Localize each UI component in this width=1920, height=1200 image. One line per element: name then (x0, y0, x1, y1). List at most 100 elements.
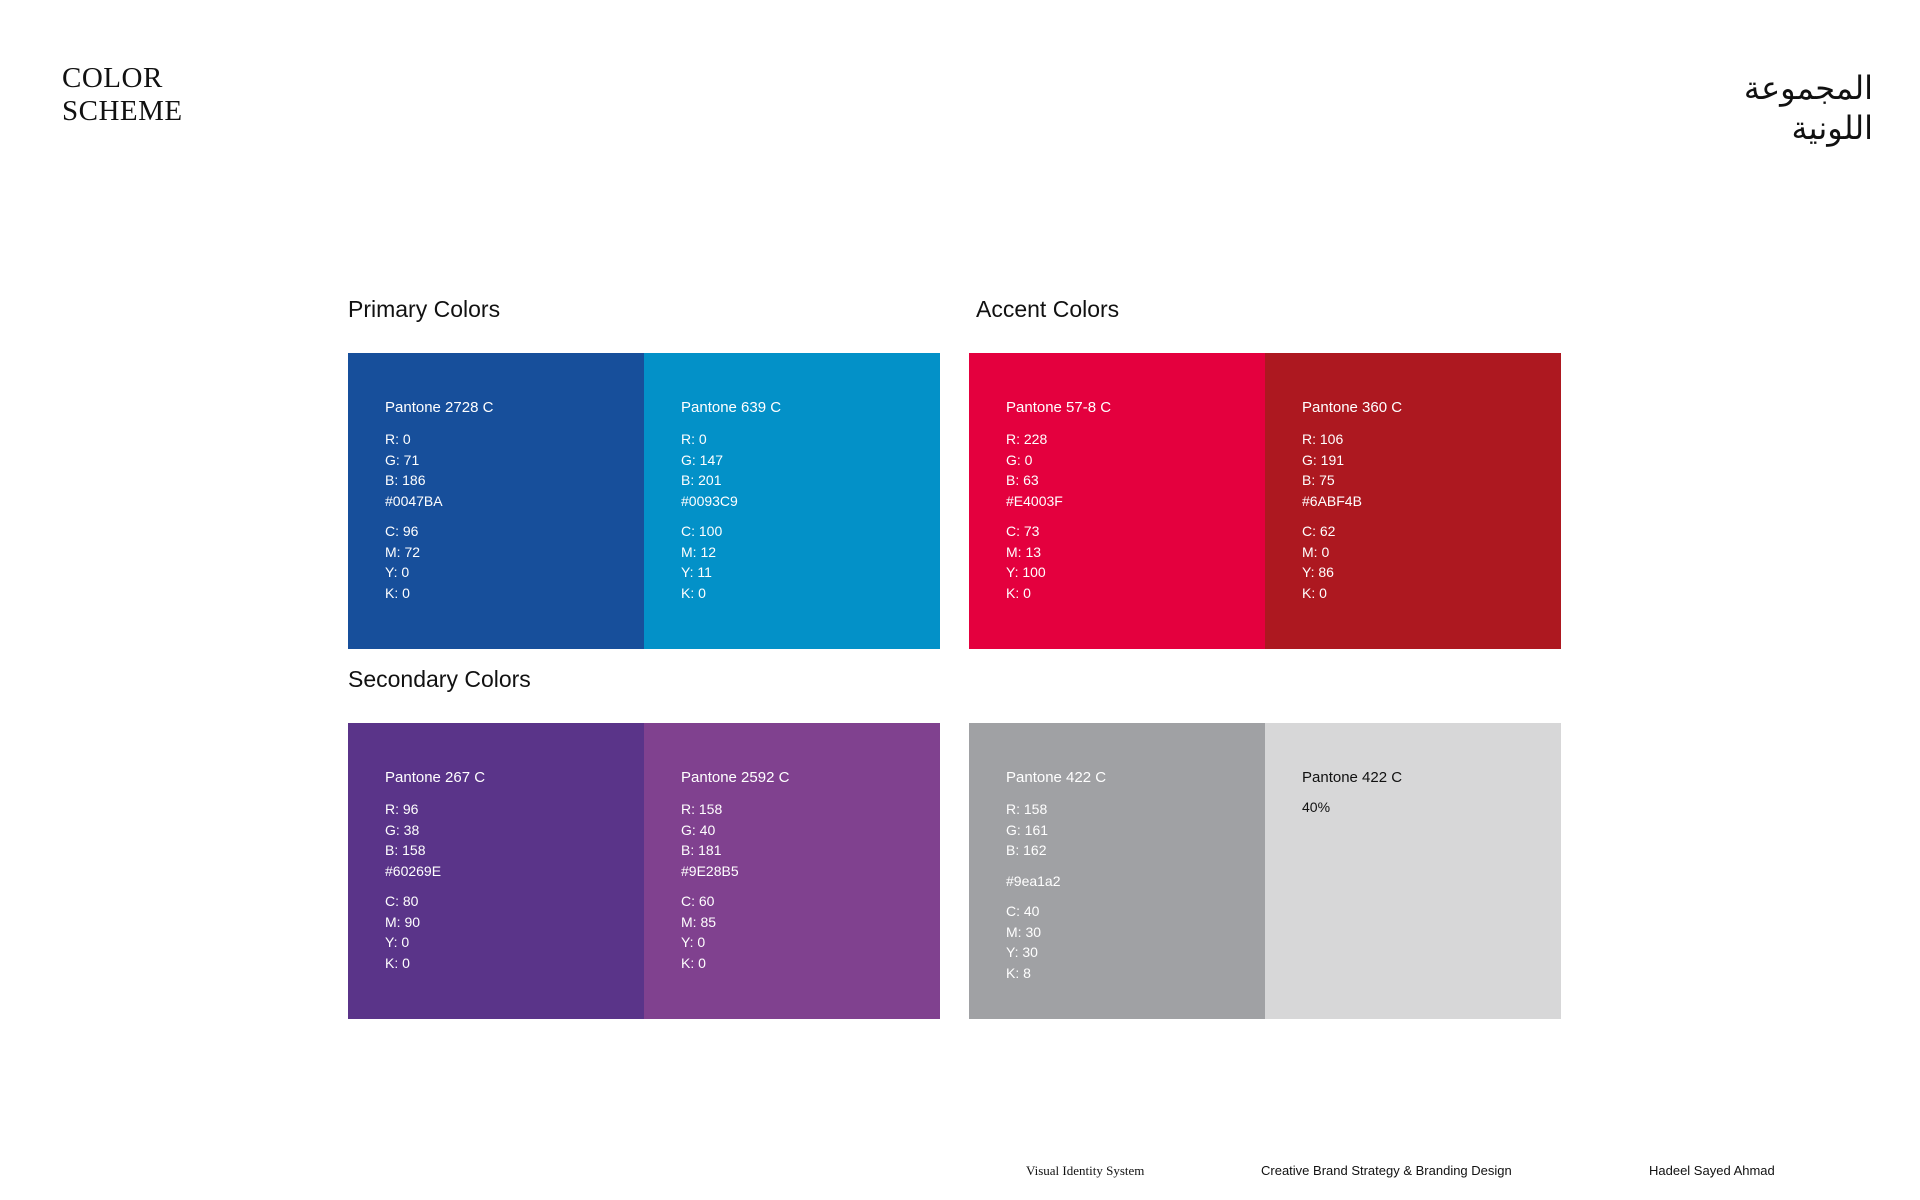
magenta-value: M: 30 (1006, 923, 1042, 940)
swatch-name: Pantone 2592 C (681, 769, 790, 786)
red-value: R: 228 (1006, 431, 1048, 447)
swatch-name: Pantone 57-8 C (1006, 399, 1112, 416)
secondary-palette: Pantone 267 C R: 96 G: 38 B: 158 #60269E… (348, 723, 940, 1019)
rgb-values: R: 0 G: 147 B: 201 #0093C9 (681, 429, 940, 511)
blue-value: B: 201 (681, 472, 722, 488)
cmyk-values: C: 40 M: 30 Y: 30 K: 8 (1006, 901, 1265, 983)
blue-value: B: 162 (1006, 842, 1047, 858)
swatch-pantone-57-8c: Pantone 57-8 C R: 228 G: 0 B: 63 #E4003F… (969, 353, 1265, 649)
swatch-pantone-639c: Pantone 639 C R: 0 G: 147 B: 201 #0093C9… (644, 353, 940, 649)
swatch-name: Pantone 639 C (681, 399, 782, 416)
accent-colors-heading: Accent Colors (976, 296, 1120, 322)
arabic-title-line1: المجموعة (1743, 69, 1873, 107)
magenta-value: M: 72 (385, 543, 421, 560)
cmyk-values: C: 62 M: 0 Y: 86 K: 0 (1302, 521, 1561, 603)
blue-value: B: 158 (385, 842, 426, 858)
swatch-name: Pantone 422 C (1302, 769, 1403, 786)
rgb-values: R: 96 G: 38 B: 158 #60269E (385, 799, 644, 881)
cyan-value: C: 80 (385, 893, 419, 909)
magenta-value: M: 90 (385, 913, 421, 930)
swatch-name: Pantone 422 C (1006, 769, 1107, 786)
swatch-pantone-422c: Pantone 422 C R: 158 G: 161 B: 162 #9ea1… (969, 723, 1265, 1019)
cyan-value: C: 100 (681, 523, 723, 539)
hex-value: #9E28B5 (681, 862, 739, 879)
green-value: G: 0 (1006, 451, 1033, 468)
green-value: G: 161 (1006, 821, 1049, 838)
footer-service: Creative Brand Strategy & Branding Desig… (1261, 1163, 1512, 1178)
hex-value: #E4003F (1006, 492, 1063, 509)
hex-group: #9ea1a2 (1006, 871, 1265, 892)
black-value: K: 0 (681, 584, 706, 601)
page-title-line2: SCHEME (62, 95, 183, 127)
swatch-pantone-422c-tint: Pantone 422 C 40% (1265, 723, 1561, 1019)
yellow-value: Y: 100 (1006, 564, 1046, 580)
cmyk-values: C: 100 M: 12 Y: 11 K: 0 (681, 521, 940, 603)
rgb-values: R: 106 G: 191 B: 75 #6ABF4B (1302, 429, 1561, 511)
black-value: K: 0 (681, 954, 706, 971)
magenta-value: M: 0 (1302, 543, 1330, 560)
yellow-value: Y: 0 (681, 934, 706, 950)
swatch-name: Pantone 360 C (1302, 399, 1403, 416)
blue-value: B: 181 (681, 842, 722, 858)
page-title: COLOR SCHEME (62, 62, 183, 128)
red-value: R: 0 (385, 431, 411, 447)
page-title-line1: COLOR (62, 62, 163, 94)
yellow-value: Y: 11 (681, 564, 712, 580)
swatch-name: Pantone 267 C (385, 769, 486, 786)
yellow-value: Y: 30 (1006, 944, 1038, 960)
rgb-values: R: 0 G: 71 B: 186 #0047BA (385, 429, 644, 511)
hex-value: #6ABF4B (1302, 492, 1362, 509)
cyan-value: C: 73 (1006, 523, 1040, 539)
yellow-value: Y: 0 (385, 934, 410, 950)
yellow-value: Y: 0 (385, 564, 410, 580)
arabic-title-line2: اللونية (1791, 109, 1873, 147)
blue-value: B: 75 (1302, 472, 1335, 488)
green-value: G: 147 (681, 451, 724, 468)
primary-palette: Pantone 2728 C R: 0 G: 71 B: 186 #0047BA… (348, 353, 940, 649)
blue-value: B: 186 (385, 472, 426, 488)
arabic-title: المجموعة اللونية (1744, 68, 1873, 148)
red-value: R: 106 (1302, 431, 1344, 447)
red-value: R: 158 (1006, 801, 1048, 817)
swatch-pantone-360c: Pantone 360 C R: 106 G: 191 B: 75 #6ABF4… (1265, 353, 1561, 649)
cmyk-values: C: 60 M: 85 Y: 0 K: 0 (681, 891, 940, 973)
cyan-value: C: 62 (1302, 523, 1336, 539)
black-value: K: 8 (1006, 964, 1031, 981)
black-value: K: 0 (385, 584, 410, 601)
swatch-pantone-2592c: Pantone 2592 C R: 158 G: 40 B: 181 #9E28… (644, 723, 940, 1019)
green-value: G: 40 (681, 821, 716, 838)
cmyk-values: C: 73 M: 13 Y: 100 K: 0 (1006, 521, 1265, 603)
cyan-value: C: 40 (1006, 903, 1040, 919)
cyan-value: C: 96 (385, 523, 419, 539)
swatch-name: Pantone 2728 C (385, 399, 494, 416)
rgb-values: R: 228 G: 0 B: 63 #E4003F (1006, 429, 1265, 511)
magenta-value: M: 85 (681, 913, 717, 930)
green-value: G: 191 (1302, 451, 1345, 468)
hex-value: #60269E (385, 862, 442, 879)
hex-value: #0047BA (385, 492, 443, 509)
magenta-value: M: 13 (1006, 543, 1042, 560)
green-value: G: 71 (385, 451, 420, 468)
red-value: R: 0 (681, 431, 707, 447)
accent-palette: Pantone 57-8 C R: 228 G: 0 B: 63 #E4003F… (969, 353, 1561, 649)
hex-value: #0093C9 (681, 492, 738, 509)
magenta-value: M: 12 (681, 543, 717, 560)
red-value: R: 96 (385, 801, 419, 817)
black-value: K: 0 (1006, 584, 1031, 601)
black-value: K: 0 (385, 954, 410, 971)
tint-percentage: 40% (1302, 799, 1331, 815)
rgb-values: R: 158 G: 161 B: 162 (1006, 799, 1265, 861)
secondary-colors-heading: Secondary Colors (348, 666, 531, 692)
footer-author: Hadeel Sayed Ahmad (1649, 1163, 1775, 1178)
hex-value: #9ea1a2 (1006, 872, 1061, 889)
swatch-pantone-2728c: Pantone 2728 C R: 0 G: 71 B: 186 #0047BA… (348, 353, 644, 649)
red-value: R: 158 (681, 801, 723, 817)
blue-value: B: 63 (1006, 472, 1039, 488)
primary-colors-heading: Primary Colors (348, 296, 501, 322)
neutral-palette: Pantone 422 C R: 158 G: 161 B: 162 #9ea1… (969, 723, 1561, 1019)
swatch-pantone-267c: Pantone 267 C R: 96 G: 38 B: 158 #60269E… (348, 723, 644, 1019)
yellow-value: Y: 86 (1302, 564, 1334, 580)
rgb-values: R: 158 G: 40 B: 181 #9E28B5 (681, 799, 940, 881)
cmyk-values: C: 96 M: 72 Y: 0 K: 0 (385, 521, 644, 603)
cyan-value: C: 60 (681, 893, 715, 909)
